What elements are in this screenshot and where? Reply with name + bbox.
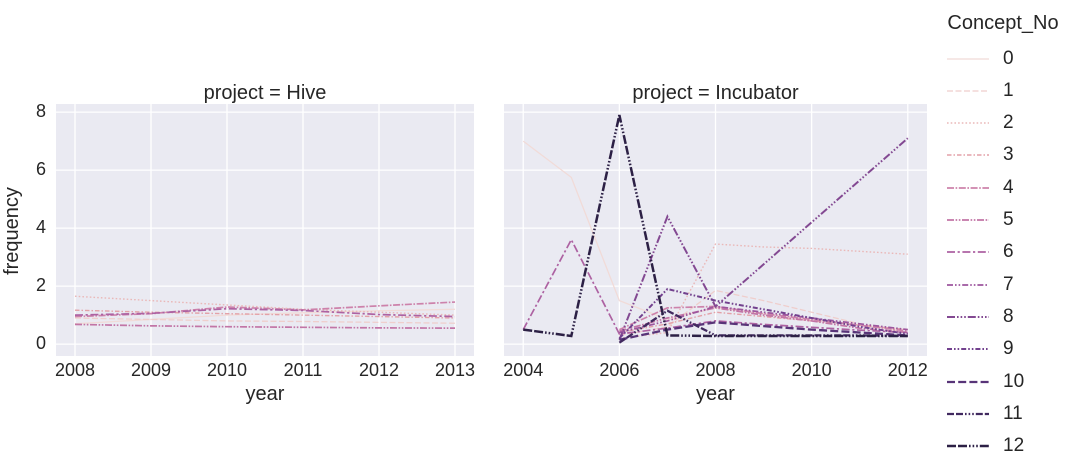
legend-item-label: 7 <box>1003 273 1014 295</box>
legend-item-label: 5 <box>1003 209 1014 231</box>
legend-item-label: 2 <box>1003 112 1014 134</box>
x-tick-label: 2008 <box>54 360 96 380</box>
legend-item-label: 11 <box>1003 403 1023 425</box>
legend-item-label: 3 <box>1003 144 1014 166</box>
series-line-concept-6 <box>74 307 456 318</box>
legend-item-3: 3 <box>946 143 1014 167</box>
y-tick-label: 8 <box>35 101 46 122</box>
y-tick-label: 0 <box>35 333 46 354</box>
series-line-concept-6 <box>522 237 908 335</box>
legend-line-icon <box>947 186 989 189</box>
legend-item-1: 1 <box>946 79 1014 103</box>
legend-item-5: 5 <box>946 208 1014 232</box>
x-tick-label: 2010 <box>791 360 832 380</box>
legend-item-10: 10 <box>946 370 1024 394</box>
legend-item-0: 0 <box>946 47 1014 71</box>
x-tick-label: 2011 <box>283 360 323 380</box>
legend-item-label: 6 <box>1003 241 1014 263</box>
legend-line-icon <box>947 316 989 319</box>
facet-title-hive: project = Hive <box>203 82 327 104</box>
x-tick-label: 2010 <box>206 360 248 380</box>
legend-item-label: 10 <box>1003 370 1025 392</box>
x-tick-label: 2004 <box>503 360 544 380</box>
x-axis-label-incubator: year <box>696 383 735 405</box>
series-line-concept-7 <box>619 305 908 334</box>
legend-line-icon <box>947 283 989 286</box>
legend-line-icon <box>947 154 989 157</box>
series-line-concept-1 <box>74 317 456 324</box>
x-tick-label: 2012 <box>887 360 928 380</box>
facet-title-incubator: project = Incubator <box>632 82 799 104</box>
legend-line-icon <box>947 251 989 254</box>
legend-item-label: 0 <box>1003 47 1014 69</box>
legend-line-icon <box>947 412 989 416</box>
series-line-concept-3 <box>619 311 908 334</box>
x-tick-label: 2009 <box>130 360 172 380</box>
series-line-concept-12 <box>523 114 908 338</box>
legend-line-icon <box>947 219 989 221</box>
legend-line-icon <box>947 348 989 351</box>
legend-item-9: 9 <box>946 337 1014 361</box>
incubator-plot-area <box>504 104 927 356</box>
series-line-concept-5 <box>619 306 908 334</box>
legend-line-icon <box>947 90 989 92</box>
series-line-concept-8 <box>618 137 909 341</box>
y-tick-label: 2 <box>35 275 46 296</box>
legend-line-icon <box>947 57 989 60</box>
legend-item-7: 7 <box>946 273 1014 297</box>
legend-item-6: 6 <box>946 240 1014 264</box>
x-axis-label-hive: year <box>245 383 285 405</box>
series-line-concept-9 <box>618 287 908 340</box>
x-tick-label: 2013 <box>434 360 476 380</box>
series-line-concept-3 <box>74 309 456 319</box>
x-tick-label: 2006 <box>599 360 640 380</box>
legend-item-label: 12 <box>1003 435 1025 457</box>
y-tick-label: 6 <box>35 159 46 180</box>
legend-item-label: 9 <box>1003 338 1014 360</box>
legend-item-label: 8 <box>1003 306 1014 328</box>
series-line-concept-4 <box>619 305 908 332</box>
y-tick-label: 4 <box>35 217 46 238</box>
legend-item-11: 11 <box>946 402 1023 426</box>
x-tick-label: 2012 <box>358 360 400 380</box>
legend-item-label: 1 <box>1003 79 1014 101</box>
legend-item-2: 2 <box>946 111 1014 135</box>
series-line-concept-5 <box>74 323 456 330</box>
x-tick-label: 2008 <box>695 360 736 380</box>
legend-item-12: 12 <box>946 434 1024 458</box>
legend-item-label: 4 <box>1003 176 1014 198</box>
hive-plot-area <box>56 104 474 356</box>
legend-item-8: 8 <box>946 305 1014 329</box>
legend-title: Concept_No <box>947 12 1059 34</box>
legend-line-icon <box>947 445 989 448</box>
legend-item-4: 4 <box>946 176 1014 200</box>
series-line-concept-2 <box>74 295 456 316</box>
legend-line-icon <box>947 380 989 383</box>
legend-line-icon <box>947 122 989 124</box>
